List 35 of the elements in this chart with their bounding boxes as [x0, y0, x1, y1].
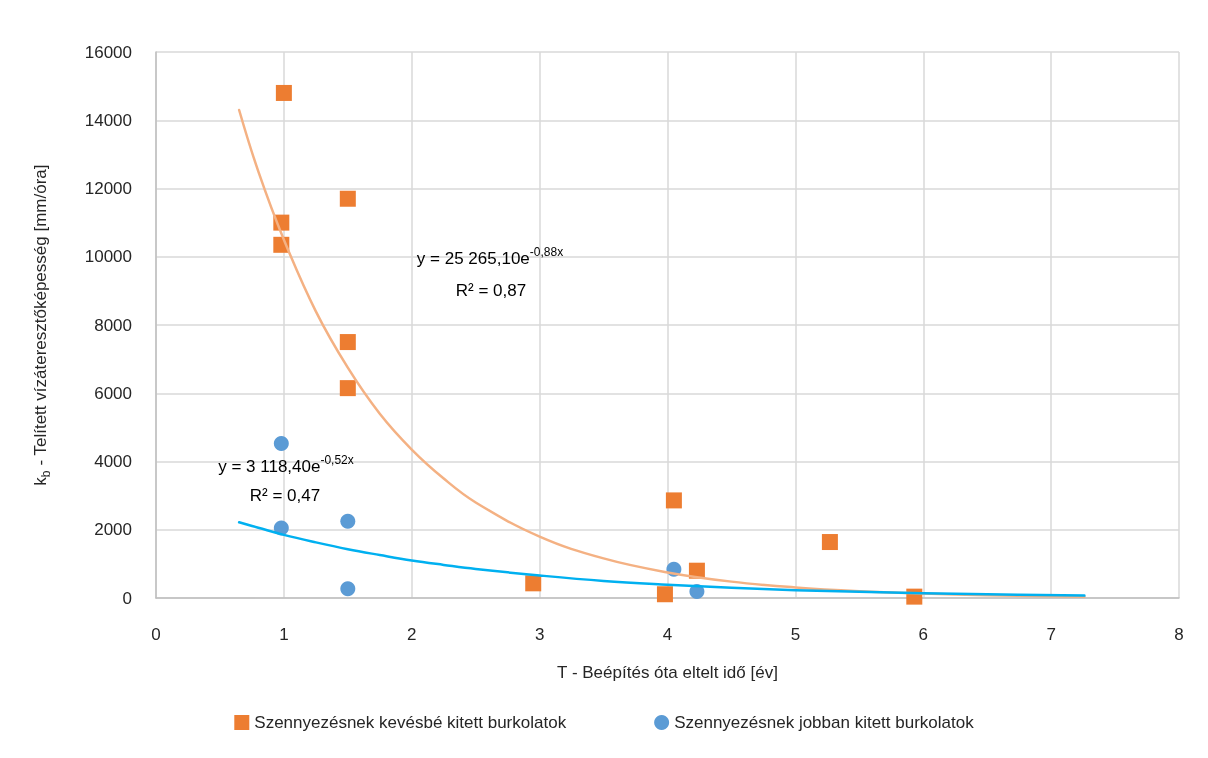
x-tick-label: 5	[790, 625, 801, 644]
point	[273, 435, 289, 451]
point	[339, 334, 356, 351]
point	[340, 581, 356, 597]
x-tick-label: 7	[1046, 625, 1056, 644]
point	[656, 586, 673, 603]
x-tick-label: 8	[1174, 625, 1184, 644]
x-axis-title: T - Beépítés óta eltelt idő [év]	[557, 662, 778, 682]
point	[339, 380, 356, 397]
y-tick-label: 4000	[94, 452, 132, 471]
point	[525, 575, 542, 592]
x-tick-label: 0	[151, 625, 161, 644]
legend-label: Szennyezésnek kevésbé kitett burkolatok	[254, 713, 567, 732]
point	[339, 190, 356, 207]
x-tick-label: 3	[534, 625, 545, 644]
y-tick-label: 14000	[84, 110, 132, 130]
y-tick-label: 0	[122, 588, 132, 608]
y-tick-label: 10000	[84, 247, 132, 267]
y-tick-label: 6000	[94, 383, 132, 403]
point	[275, 84, 292, 101]
x-tick-label: 2	[407, 625, 417, 644]
legend-label: Szennyezésnek jobban kitett burkolatok	[674, 713, 975, 732]
point	[821, 534, 838, 551]
y-tick-label: 2000	[94, 520, 132, 540]
point	[340, 513, 356, 529]
annotation: R² = 0,47	[249, 485, 321, 505]
y-tick-label: 12000	[84, 179, 132, 198]
y-tick-label: 8000	[94, 315, 132, 335]
x-tick-label: 6	[918, 625, 928, 644]
y-axis-title: kb - Telített vízáteresztőképesség [mm/óra]	[30, 164, 53, 486]
annotation: R² = 0,87	[455, 280, 527, 300]
x-tick-label: 4	[662, 625, 673, 644]
point	[665, 492, 682, 509]
y-tick-label: 16000	[84, 42, 132, 62]
x-tick-label: 1	[279, 625, 289, 644]
